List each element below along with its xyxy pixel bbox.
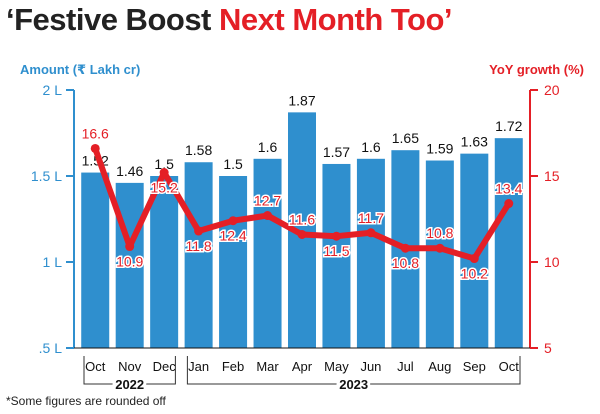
growth-value-label: 12.4 <box>219 228 246 244</box>
x-axis-tick-label: Jun <box>360 359 381 374</box>
growth-value-label: 11.8 <box>186 238 212 254</box>
bar <box>219 176 248 348</box>
growth-value-label: 11.6 <box>289 211 315 227</box>
growth-value-label: 10.8 <box>392 255 419 271</box>
bar-value-label: 1.57 <box>323 144 350 160</box>
year-bracket <box>186 356 521 385</box>
bar <box>322 163 351 348</box>
bar <box>150 176 179 348</box>
growth-point <box>125 242 135 252</box>
x-axis-tick-label: May <box>324 359 349 374</box>
footnote: *Some figures are rounded off <box>6 394 166 408</box>
growth-value-label: 16.6 <box>82 125 109 141</box>
x-axis-tick-label: Sep <box>463 359 486 374</box>
growth-value-label: 12.7 <box>254 193 281 209</box>
growth-value-label: 10.9 <box>116 254 143 270</box>
growth-value-label: 10.2 <box>461 266 488 282</box>
headline: ‘Festive Boost Next Month Too’ <box>6 2 453 38</box>
growth-value-label: 15.2 <box>151 180 178 196</box>
headline-part-1: ‘Festive Boost <box>6 2 211 37</box>
growth-point <box>469 254 479 264</box>
x-axis-tick-label: Mar <box>256 359 279 374</box>
bar-value-label: 1.65 <box>392 130 419 146</box>
x-axis-tick-label: Nov <box>118 359 142 374</box>
growth-point <box>504 199 514 209</box>
right-axis-tick-label: 15 <box>544 168 560 184</box>
bar <box>184 162 213 348</box>
bar-value-label: 1.72 <box>495 118 522 134</box>
growth-point <box>228 216 238 226</box>
right-axis-tick-label: 10 <box>544 254 560 270</box>
x-axis-tick-label: Jan <box>188 359 209 374</box>
bar <box>253 158 282 348</box>
left-axis-tick-label: .5 L <box>39 340 63 356</box>
bar-value-label: 1.6 <box>258 139 278 155</box>
x-axis-tick-label: Jul <box>397 359 414 374</box>
bar-value-label: 1.6 <box>361 139 381 155</box>
left-axis-title: Amount (₹ Lakh cr) <box>20 62 140 77</box>
growth-value-label: 10.8 <box>426 225 453 241</box>
year-bracket <box>83 356 176 385</box>
bar-value-label: 1.5 <box>223 156 243 172</box>
growth-point <box>159 168 169 178</box>
growth-value-label: 11.7 <box>358 210 384 226</box>
bar-value-label: 1.87 <box>288 92 315 108</box>
bar-value-label: 1.5 <box>154 156 174 172</box>
bar <box>81 172 110 348</box>
growth-point <box>435 243 445 253</box>
bar-value-label: 1.46 <box>116 163 143 179</box>
year-label: 2022 <box>115 377 144 392</box>
left-axis-tick-label: 1.5 L <box>31 168 62 184</box>
left-axis-tick-label: 2 L <box>43 82 63 98</box>
bar-value-label: 1.63 <box>461 134 488 150</box>
left-axis-tick-label: 1 L <box>43 254 63 270</box>
growth-point <box>263 211 273 221</box>
year-label: 2023 <box>339 377 368 392</box>
x-axis-tick-label: Feb <box>222 359 244 374</box>
growth-point <box>366 228 376 238</box>
bar <box>460 153 489 348</box>
bar <box>115 182 144 348</box>
growth-point <box>297 229 307 239</box>
growth-value-label: 13.4 <box>495 181 522 197</box>
bar-value-label: 1.58 <box>185 142 212 158</box>
x-axis-tick-label: Oct <box>85 359 106 374</box>
headline-part-2: Next Month Too’ <box>219 2 453 37</box>
bar <box>425 160 454 348</box>
growth-point <box>400 243 410 253</box>
right-axis-tick-label: 5 <box>544 340 552 356</box>
bar <box>356 158 385 348</box>
x-axis-tick-label: Dec <box>153 359 177 374</box>
bar-value-label: 1.59 <box>426 141 453 157</box>
right-axis-title: YoY growth (%) <box>489 62 584 77</box>
right-axis-tick-label: 20 <box>544 82 560 98</box>
growth-point <box>194 226 204 236</box>
x-axis-tick-label: Oct <box>499 359 520 374</box>
growth-point <box>90 143 100 153</box>
x-axis-tick-label: Aug <box>428 359 451 374</box>
x-axis-tick-label: Apr <box>292 359 313 374</box>
growth-value-label: 11.5 <box>323 243 349 259</box>
growth-point <box>331 231 341 241</box>
bar <box>494 138 523 348</box>
